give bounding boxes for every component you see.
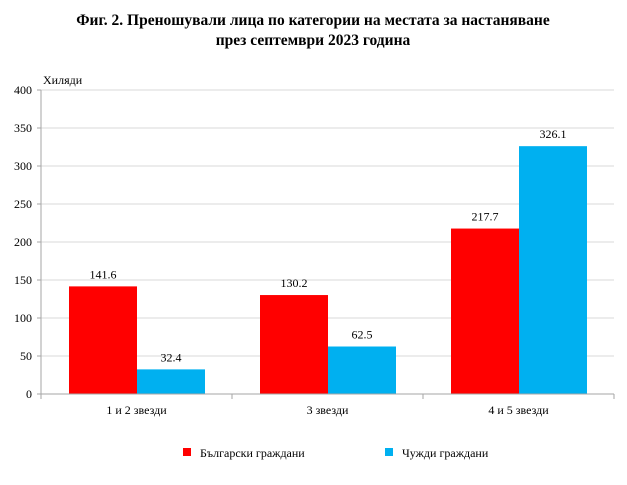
x-tick-label: 4 и 5 звезди xyxy=(488,403,549,417)
legend-label: Чужди граждани xyxy=(402,446,489,460)
y-tick-label: 0 xyxy=(26,387,32,401)
y-tick-label: 150 xyxy=(14,273,32,287)
y-tick-label: 250 xyxy=(14,197,32,211)
bar xyxy=(260,295,328,394)
y-tick-label: 50 xyxy=(20,349,32,363)
bar xyxy=(137,369,205,394)
bar xyxy=(451,228,519,394)
y-tick-label: 200 xyxy=(14,235,32,249)
bar xyxy=(69,286,137,394)
legend-label: Български граждани xyxy=(200,446,305,460)
y-tick-label: 300 xyxy=(14,159,32,173)
y-axis-label: Хиляди xyxy=(43,73,83,87)
data-label: 141.6 xyxy=(90,267,117,281)
x-tick-label: 1 и 2 звезди xyxy=(106,403,167,417)
data-label: 217.7 xyxy=(472,210,499,224)
chart-title-line-2: през септември 2023 година xyxy=(216,32,411,49)
x-tick-label: 3 звезди xyxy=(307,403,349,417)
legend-swatch xyxy=(183,448,191,456)
y-tick-label: 400 xyxy=(14,83,32,97)
data-label: 62.5 xyxy=(352,328,373,342)
legend-swatch xyxy=(385,448,393,456)
bar xyxy=(519,146,587,394)
data-label: 32.4 xyxy=(161,350,182,364)
chart-title-line-1: Фиг. 2. Преношували лица по категории на… xyxy=(76,12,550,29)
data-label: 326.1 xyxy=(540,127,567,141)
y-tick-label: 100 xyxy=(14,311,32,325)
bar xyxy=(328,346,396,394)
data-label: 130.2 xyxy=(281,276,308,290)
y-tick-label: 350 xyxy=(14,121,32,135)
